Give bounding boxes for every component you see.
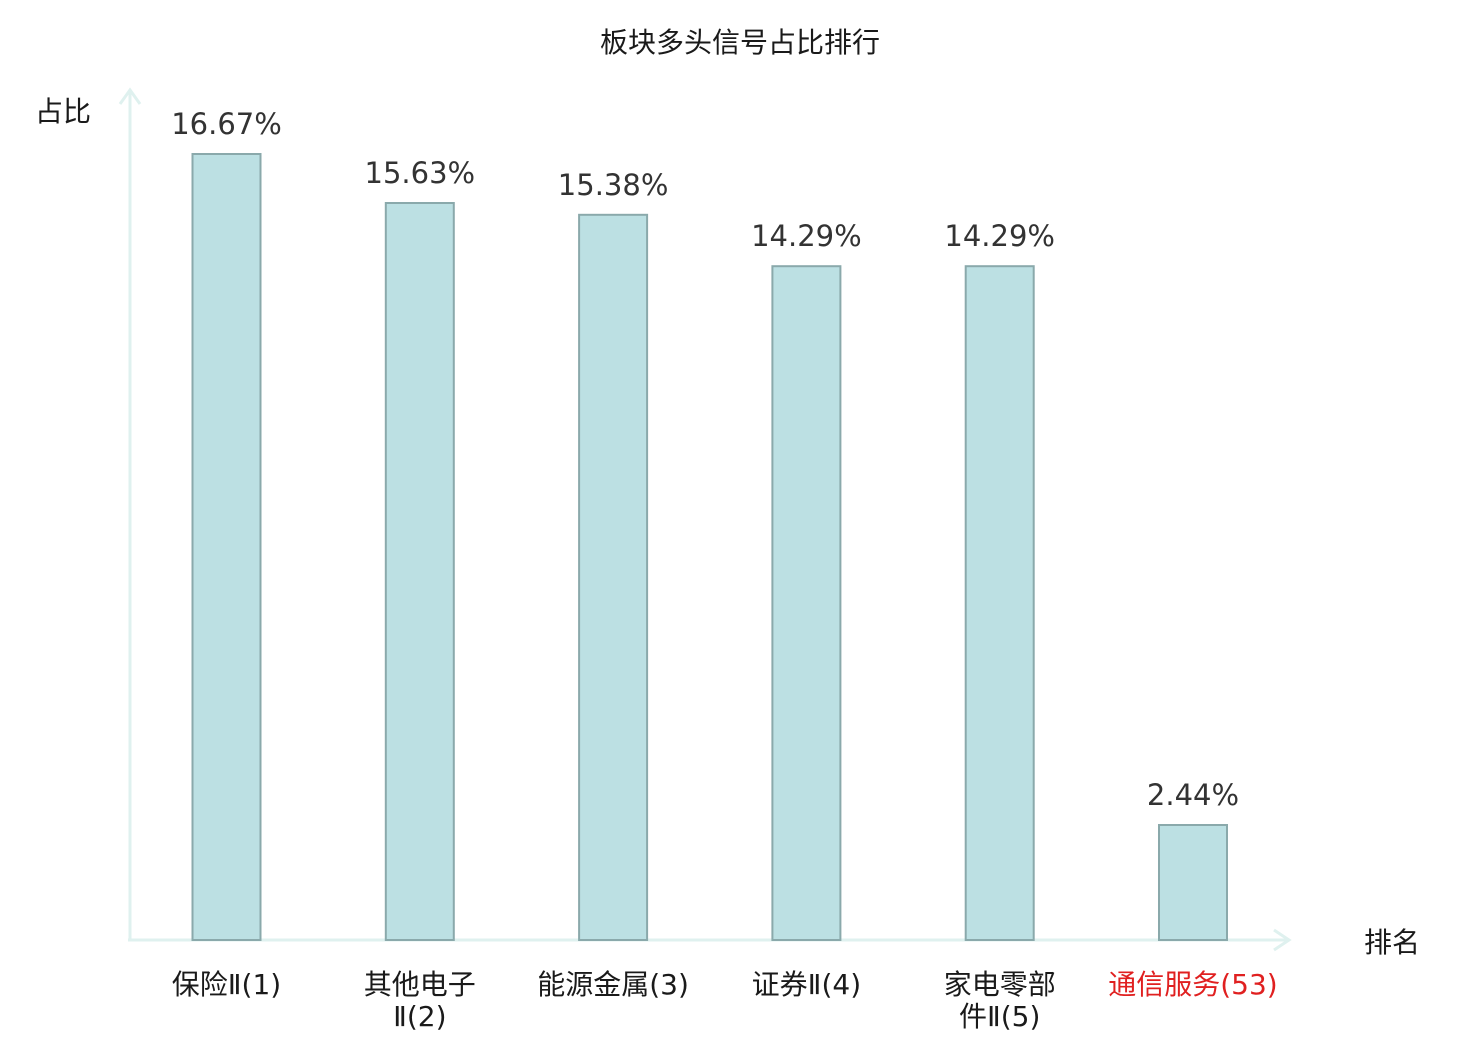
- x-tick-label: 家电零部: [944, 968, 1056, 1001]
- x-tick-label: Ⅱ(2): [393, 1000, 446, 1033]
- bar-value-label: 14.29%: [751, 219, 862, 253]
- bar-value-label: 15.38%: [558, 168, 669, 202]
- x-axis-arrow: [1273, 928, 1292, 952]
- bar: [964, 265, 1035, 941]
- x-tick-label: 件Ⅱ(5): [959, 1000, 1040, 1033]
- bar: [191, 153, 262, 941]
- y-axis: 占比: [35, 87, 142, 940]
- y-axis-arrow: [118, 87, 142, 105]
- bars-group: [191, 153, 1228, 942]
- x-tick-label: 其他电子: [364, 968, 476, 1001]
- x-tick-label: 能源金属(3): [537, 968, 689, 1001]
- chart-title: 板块多头信号占比排行: [600, 26, 880, 59]
- bar-value-label: 16.67%: [171, 107, 282, 141]
- bar-value-label: 14.29%: [944, 219, 1055, 253]
- bar: [771, 265, 842, 941]
- x-axis-label: 排名: [1364, 926, 1420, 959]
- x-tick-label: 保险Ⅱ(1): [172, 968, 281, 1001]
- y-axis-label: 占比: [35, 95, 91, 128]
- x-tick-label: 通信服务(53): [1108, 968, 1277, 1001]
- bar: [578, 213, 649, 942]
- x-tick-label: 证券Ⅱ(4): [752, 968, 861, 1001]
- bar: [1158, 824, 1228, 941]
- bar-value-label: 2.44%: [1147, 778, 1239, 812]
- bar: [384, 202, 455, 941]
- value-labels-group: 16.67% 15.63% 15.38% 14.29% 14.29% 2.44%: [171, 107, 1239, 812]
- bar-value-label: 15.63%: [365, 156, 476, 190]
- x-axis: 排名: [128, 926, 1420, 959]
